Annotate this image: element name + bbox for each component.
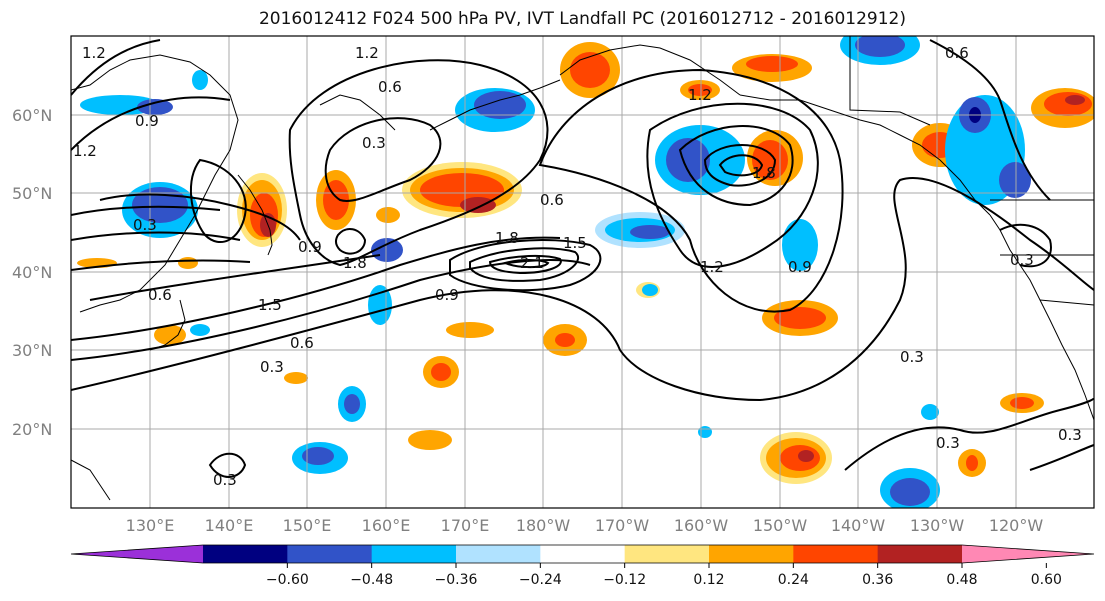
- lon-label: 170°W: [595, 516, 650, 535]
- colorbar-tick-label: 0.48: [946, 572, 977, 588]
- lon-label: 160°W: [674, 516, 729, 535]
- colorbar-tick-label: 0.60: [1031, 572, 1062, 588]
- contour-label: 1.8: [752, 164, 776, 182]
- contour-label: 0.9: [788, 258, 812, 276]
- contour-label: 0.3: [1058, 426, 1082, 444]
- lat-label: 30°N: [12, 341, 52, 360]
- lat-label: 60°N: [12, 106, 52, 125]
- colorbar-swatch: [877, 545, 963, 563]
- latitude-labels: 60°N 50°N 40°N 30°N 20°N: [12, 106, 52, 439]
- contour-label: 0.9: [135, 112, 159, 130]
- lat-label: 20°N: [12, 420, 52, 439]
- colorbar-tick-label: −0.36: [435, 572, 478, 588]
- colorbar-tick-label: −0.12: [603, 572, 646, 588]
- lon-label: 170°E: [441, 516, 490, 535]
- contour-label: 0.3: [362, 134, 386, 152]
- map-title: 2016012412 F024 500 hPa PV, IVT Landfall…: [258, 9, 906, 29]
- contour-label: 1.8: [495, 229, 519, 247]
- coastlines: [71, 36, 1094, 501]
- colorbar-outline: [70, 544, 1095, 564]
- colorbar-swatch: [371, 545, 457, 563]
- colorbar-tick-label: −0.60: [266, 572, 309, 588]
- contour-label: 0.3: [260, 358, 284, 376]
- lon-label: 150°E: [283, 516, 332, 535]
- lon-label: 180°W: [516, 516, 571, 535]
- contour-label: 1.5: [258, 296, 282, 314]
- contour-labels: 1.2 0.6 0.3 0.9 1.2 0.3 0.6 1.2 1.8 1.8 …: [73, 44, 1082, 489]
- colorbar-extend-high: [962, 545, 1094, 563]
- lat-label: 50°N: [12, 184, 52, 203]
- colorbar-swatch: [709, 545, 794, 563]
- colorbar-swatch: [287, 545, 373, 563]
- lon-label: 120°W: [989, 516, 1044, 535]
- contour-label: 1.5: [563, 234, 587, 252]
- contour-label: 0.3: [213, 471, 237, 489]
- map-frame: [70, 35, 1095, 509]
- contour-label: 0.6: [148, 286, 172, 304]
- colorbar-swatch: [540, 545, 626, 563]
- lon-label: 130°E: [126, 516, 175, 535]
- lon-label: 150°W: [753, 516, 808, 535]
- colorbar-tick-label: 0.24: [778, 572, 809, 588]
- colorbar-tick-label: 0.36: [862, 572, 893, 588]
- contour-label: 0.3: [936, 434, 960, 452]
- pv-contours: [71, 39, 1094, 478]
- contour-label: 0.9: [298, 238, 322, 256]
- contour-label: 2.1: [520, 254, 544, 272]
- colorbar-tick-label: −0.24: [519, 572, 562, 588]
- contour-label: 1.2: [82, 44, 106, 62]
- colorbar-swatch: [203, 545, 288, 563]
- contour-label: 1.2: [355, 44, 379, 62]
- lon-label: 130°W: [910, 516, 965, 535]
- lon-label: 140°W: [831, 516, 886, 535]
- contour-label: 0.3: [1010, 251, 1034, 269]
- lat-label: 40°N: [12, 263, 52, 282]
- colorbar-tick-label: 0.12: [693, 572, 724, 588]
- contour-label: 0.6: [290, 334, 314, 352]
- graticule: [71, 36, 1094, 508]
- longitude-labels: 130°E 140°E 150°E 160°E 170°E 180°W 170°…: [126, 516, 1044, 535]
- colorbar-tick-label: −0.48: [350, 572, 393, 588]
- colorbar-swatch: [624, 545, 710, 563]
- colorbar-swatch: [456, 545, 541, 563]
- contour-label: 1.2: [688, 86, 712, 104]
- colorbar-extend-low: [71, 545, 203, 563]
- pv-anomaly-shading: [77, 36, 1094, 508]
- lon-label: 140°E: [205, 516, 254, 535]
- contour-label: 0.6: [378, 78, 402, 96]
- lon-label: 160°E: [362, 516, 411, 535]
- contour-label: 1.2: [73, 142, 97, 160]
- contour-label: 0.3: [900, 348, 924, 366]
- contour-label: 0.6: [540, 191, 564, 209]
- colorbar: −0.60 −0.48 −0.36 −0.24 −0.12 0.12 0.24 0.36 0.4…: [70, 544, 1095, 588]
- contour-label: 0.9: [435, 286, 459, 304]
- colorbar-swatch: [793, 545, 879, 563]
- contour-label: 1.2: [700, 258, 724, 276]
- contour-label: 0.6: [945, 44, 969, 62]
- contour-label: 1.8: [343, 254, 367, 272]
- contour-label: 0.3: [133, 216, 157, 234]
